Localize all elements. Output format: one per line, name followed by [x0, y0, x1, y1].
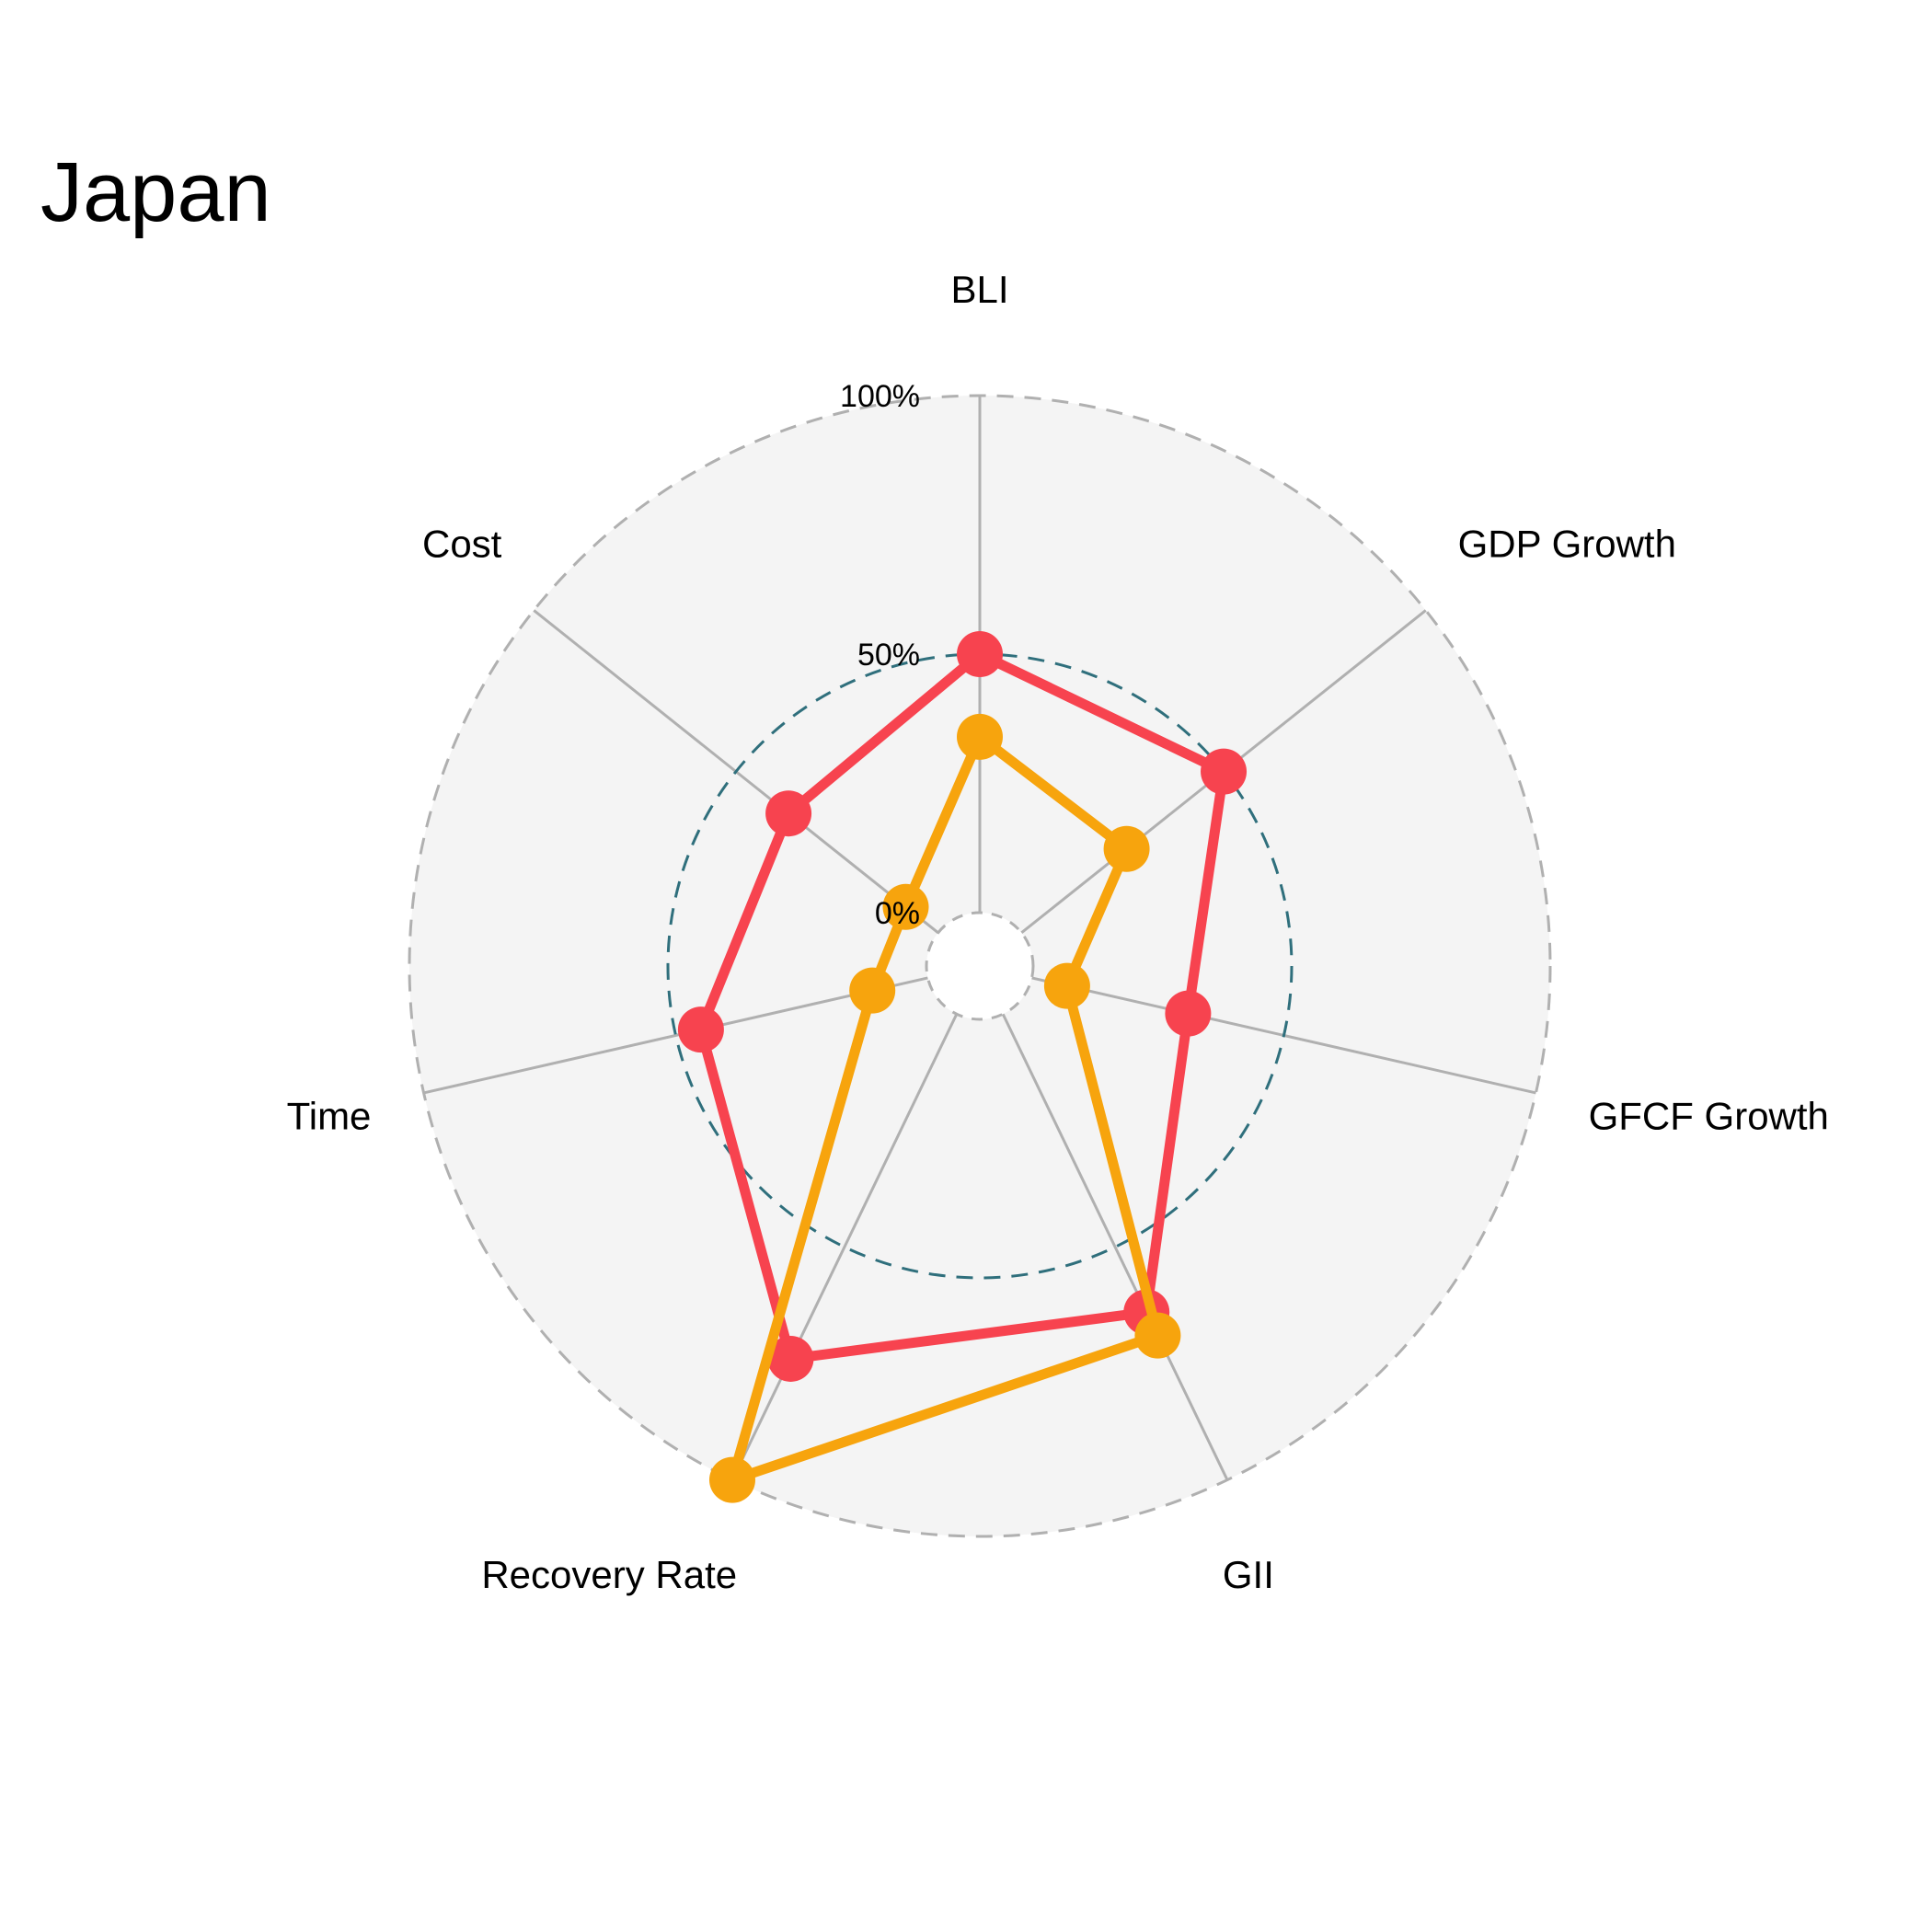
axis-label-4: Recovery Rate	[481, 1553, 737, 1596]
series-0-line	[696, 649, 1229, 1364]
tick-label-0: 0%	[875, 896, 920, 931]
series-1-point-2	[1043, 962, 1090, 1009]
axis-label-1: GDP Growth	[1458, 523, 1676, 566]
series-1-point-0	[957, 713, 1003, 760]
tick-label-2: 100%	[840, 379, 920, 414]
series-1-point-3	[1134, 1312, 1181, 1359]
series-1-point-4	[708, 1456, 755, 1503]
spoke-4	[730, 1013, 959, 1481]
series-1-point-5	[849, 967, 896, 1014]
axis-label-3: GII	[1223, 1553, 1274, 1596]
series-0-point-6	[765, 790, 812, 837]
grid	[408, 394, 1552, 1538]
axis-label-5: Time	[287, 1095, 372, 1138]
series-1-point-6	[882, 883, 929, 930]
axis-label-0: BLI	[950, 268, 1008, 311]
series-0-point-1	[1201, 748, 1248, 795]
series-0-point-4	[767, 1335, 814, 1382]
chart-title: Japan	[40, 145, 271, 239]
series-0-point-5	[677, 1006, 724, 1053]
ring-100	[408, 394, 1552, 1538]
series-1-point-1	[1103, 825, 1150, 872]
axis-label-6: Cost	[422, 523, 502, 566]
ring-0	[925, 911, 1035, 1021]
series-layer	[677, 631, 1248, 1503]
spoke-3	[1001, 1013, 1229, 1481]
label-layer: 0% 50% 100% BLI GDP Growth GFCF Growth GII Reco…	[287, 268, 1829, 1596]
spoke-5	[423, 976, 928, 1095]
axis-label-2: GFCF Growth	[1589, 1095, 1829, 1138]
series-0-point-2	[1165, 990, 1212, 1037]
tick-label-1: 50%	[857, 638, 920, 673]
series-0-point-0	[957, 631, 1003, 677]
